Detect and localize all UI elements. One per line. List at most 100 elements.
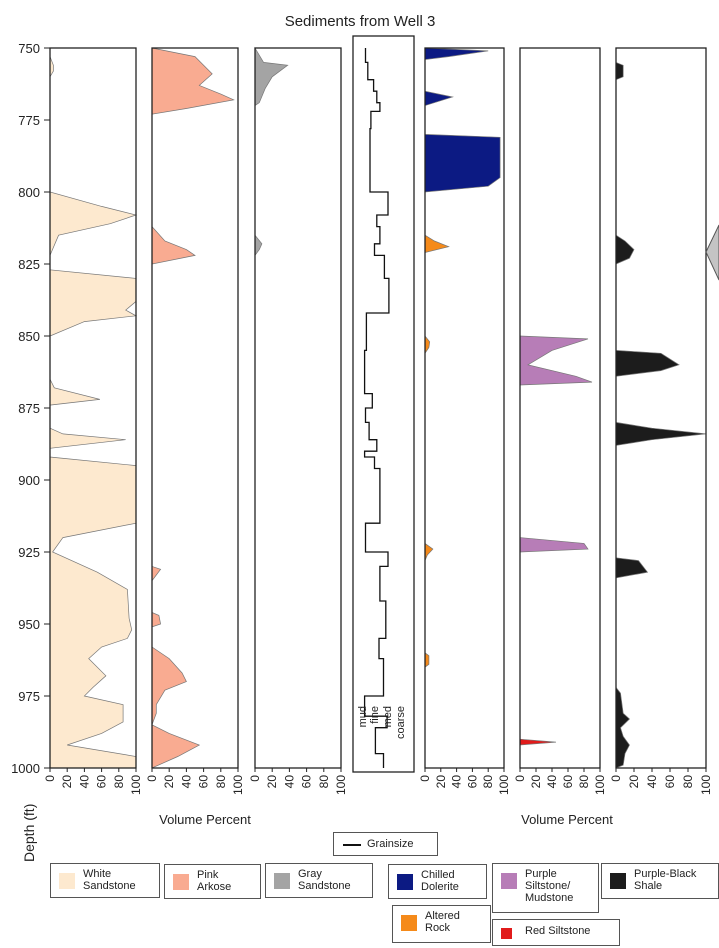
panel-5: 0 20 40 60 80 100 [513,47,607,795]
y-axis-ticks: 750 775 800 825 850 875 900 925 950 975 1000 [11,41,50,776]
series-pink-arkose-area [151,47,235,769]
legend-red-siltstone: Red Siltstone [492,919,620,946]
panel-frame [424,47,505,769]
x-tick-label: 60 [663,775,677,789]
panel-frame [615,47,707,769]
x-tick-label: 0 [43,775,57,782]
altered-rock-swatch [401,915,417,931]
y-tick-label: 825 [18,257,40,272]
legend-purple-black-shale: Purple-Black Shale [601,863,719,899]
chilled-dolerite-swatch [397,874,413,890]
panel-frame [254,47,342,769]
legend-gray-sandstone: Gray Sandstone [265,863,373,898]
grainsize-tick-label: fine [369,706,381,724]
x-tick-label: 60 [300,775,314,789]
series-white-sandstone-area [49,48,138,769]
x-tick-label: 20 [529,775,543,789]
gray-sandstone-swatch [274,873,290,889]
track-panels: 0 20 40 60 80 100 0 20 40 60 80 100 0 20 40 60 80 100 0 20 4… [43,46,713,795]
series-altered-rock-area [424,234,450,668]
red-siltstone-swatch [501,928,512,939]
panel-frame [151,47,239,769]
x-tick-label: 100 [334,775,348,795]
legend-purple-black-shale-label: Purple-Black Shale [634,868,697,892]
purple-siltstone-swatch [501,873,517,889]
legend-white-sandstone: White Sandstone [50,863,160,898]
x-tick-label: 80 [577,775,591,789]
series-red-siltstone-area [519,738,557,746]
x-tick-label: 100 [231,775,245,795]
x-tick-label: 0 [418,775,432,782]
x-tick-label: 60 [465,775,479,789]
legend-grainsize-label: Grainsize [367,838,414,850]
y-tick-label: 750 [18,41,40,56]
y-tick-label: 975 [18,689,40,704]
legend-pink-arkose: Pink Arkose [164,864,261,899]
y-tick-label: 900 [18,473,40,488]
grainsize-tick-label: coarse [395,706,407,739]
x-tick-label: 60 [561,775,575,789]
grainsize-tick-label: med [382,706,394,727]
legend-gray-sandstone-label: Gray Sandstone [298,868,351,892]
x-tick-label: 80 [481,775,495,789]
x-tick-label: 20 [162,775,176,789]
x-tick-label: 0 [513,775,527,782]
legend-chilled-dolerite-label: Chilled Dolerite [421,869,459,893]
grainsize-track: mud fine med coarse [352,35,415,773]
y-tick-label: 850 [18,329,40,344]
y-tick-label: 800 [18,185,40,200]
legend-purple-siltstone: Purple Siltstone/ Mudstone [492,863,599,913]
y-tick-label: 875 [18,401,40,416]
x-tick-label: 40 [179,775,193,789]
x-tick-label: 20 [434,775,448,789]
x-tick-label: 20 [265,775,279,789]
white-sandstone-swatch [59,873,75,889]
legend-purple-siltstone-label: Purple Siltstone/ Mudstone [525,868,574,904]
legend-altered-rock: Altered Rock [392,905,491,943]
y-axis-label: Depth (ft) [21,804,37,862]
x-tick-label: 20 [627,775,641,789]
series-purple-siltstone-mudstone-area [519,335,593,553]
x-tick-label: 80 [681,775,695,789]
x-tick-label: 40 [282,775,296,789]
y-tick-label: 950 [18,617,40,632]
x-tick-label: 20 [60,775,74,789]
legend-grainsize: Grainsize [333,832,438,856]
grainsize-line [363,48,390,768]
x-tick-label: 40 [77,775,91,789]
legend-pink-arkose-label: Pink Arkose [197,869,232,893]
x-tick-label: 0 [248,775,262,782]
grainsize-tick-label: mud [357,706,369,727]
purple-black-shale-swatch [610,873,626,889]
series-purple-black-shale-area [615,61,707,769]
offscreen-marker-shape [705,224,719,281]
pink-arkose-swatch [173,874,189,890]
x-tick-label: 100 [129,775,143,795]
panel-6: 0 20 40 60 80 100 [609,47,713,795]
x-tick-label: 60 [95,775,109,789]
y-tick-label: 1000 [11,761,40,776]
panel-4: 0 20 40 60 80 100 [418,47,511,795]
chart-title: Sediments from Well 3 [285,13,436,30]
x-tick-label: 80 [214,775,228,789]
series-chilled-dolerite-area [424,47,501,193]
legend-altered-rock-label: Altered Rock [425,910,460,934]
x-axis-label-right: Volume Percent [521,812,613,827]
legend-chilled-dolerite: Chilled Dolerite [388,864,487,899]
x-tick-label: 80 [112,775,126,789]
x-tick-label: 0 [145,775,159,782]
x-tick-label: 100 [699,775,713,795]
x-tick-label: 80 [317,775,331,789]
panel-2: 0 20 40 60 80 100 [145,47,245,795]
y-tick-label: 925 [18,545,40,560]
legend-white-sandstone-label: White Sandstone [83,868,136,892]
x-tick-label: 40 [645,775,659,789]
grainsize-frame [352,35,415,773]
x-tick-label: 100 [593,775,607,795]
x-tick-label: 100 [497,775,511,795]
grainsize-line-swatch [343,844,361,846]
panel-frame [519,47,601,769]
legend-red-siltstone-label: Red Siltstone [525,925,591,937]
x-axis-label-left: Volume Percent [159,812,251,827]
